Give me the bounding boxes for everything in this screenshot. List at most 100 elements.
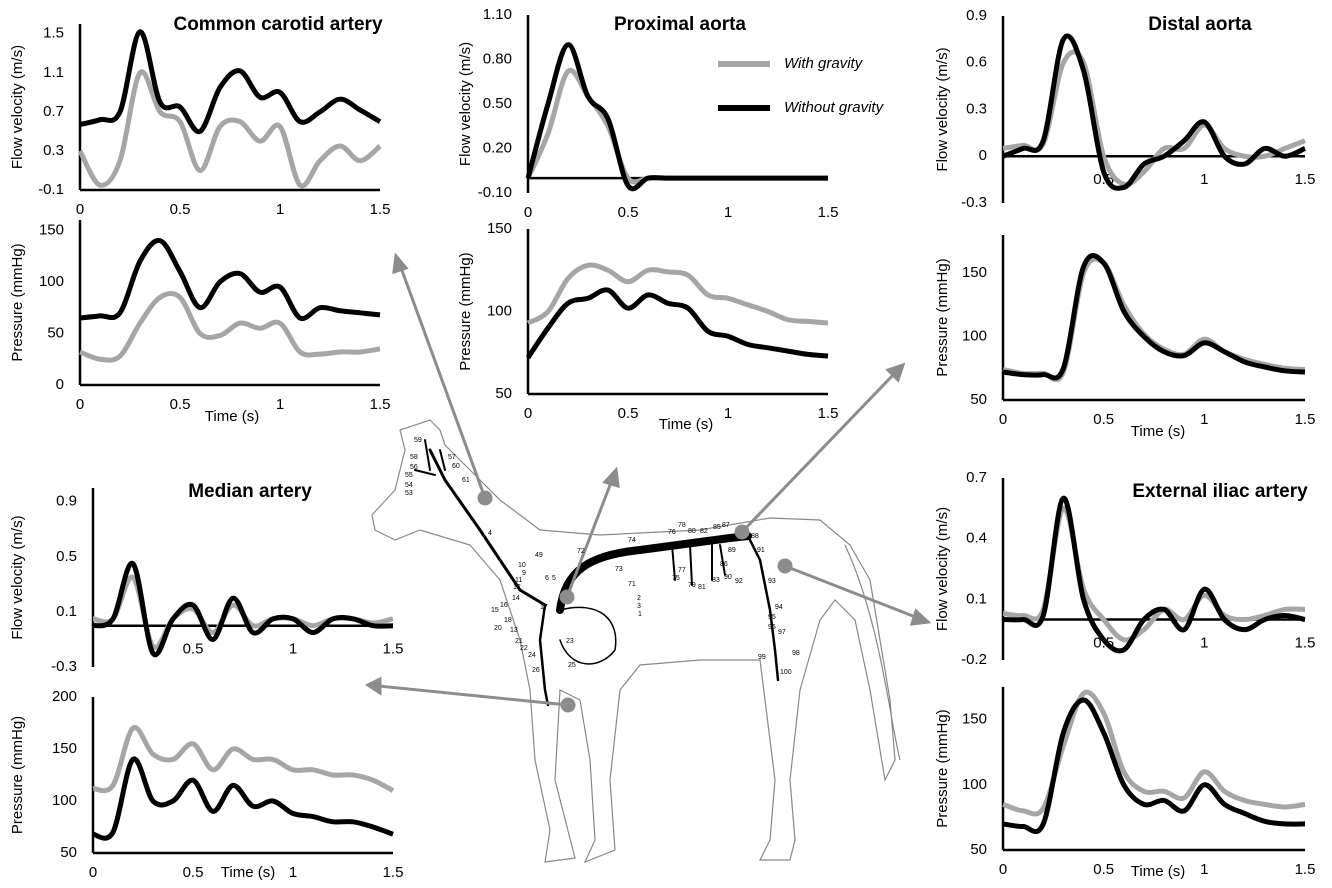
chart-panel: -0.3 0.1 0.5 0.9 0.5 1 1.5 Median artery Flow ve…	[9, 481, 403, 675]
y-tick-label: 50	[47, 324, 64, 341]
y-tick-label: 0	[979, 147, 987, 164]
series-line	[79, 238, 381, 321]
y-tick-label: -0.3	[51, 658, 77, 675]
x-tick-label: 1	[724, 405, 732, 422]
x-tick-label: 0.5	[170, 201, 191, 218]
vessel-number: 96	[768, 624, 776, 631]
y-tick-label: 150	[962, 264, 987, 281]
x-axis-label: Time (s)	[221, 864, 275, 881]
arrowhead	[365, 676, 382, 696]
vessel-number: 74	[628, 537, 636, 544]
vessel-number: 91	[757, 547, 765, 554]
y-tick-label: 150	[962, 711, 987, 728]
horse-outline	[371, 419, 896, 864]
vessel-number: 89	[728, 547, 736, 554]
y-tick-label: 0.4	[966, 530, 987, 547]
y-tick-label: -0.3	[961, 194, 987, 211]
series-line	[1002, 495, 1306, 654]
vessel-number: 10	[518, 562, 526, 569]
x-tick-label: 1.5	[818, 405, 839, 422]
x-tick-label: 0.5	[618, 405, 639, 422]
x-tick-label: 0.5	[170, 396, 191, 413]
chart-title: Proximal aorta	[614, 14, 746, 35]
series-line	[1002, 256, 1306, 383]
x-axis-label: Time (s)	[1131, 423, 1185, 440]
x-tick-label: 0.5	[1093, 861, 1114, 878]
y-tick-label: 0.3	[966, 100, 987, 117]
y-tick-label: 50	[970, 391, 987, 408]
series-line	[92, 756, 394, 841]
x-tick-label: 0	[524, 405, 532, 422]
vessel-number: 73	[615, 566, 623, 573]
x-axis-label: Time (s)	[205, 408, 259, 425]
vessel-number: 13	[510, 627, 518, 634]
chart-title: External iliac artery	[1132, 481, 1308, 502]
y-tick-label: 0.7	[966, 469, 987, 486]
vessel-number: 6	[545, 575, 549, 582]
median-vessel	[538, 603, 550, 707]
vessel-number: 17	[540, 604, 548, 611]
vessel-number: 87	[722, 522, 730, 529]
vessel-number: 23	[566, 638, 574, 645]
series-line	[79, 29, 382, 134]
vessel-number: 9	[522, 570, 526, 577]
x-tick-label: 1	[1200, 635, 1208, 652]
y-tick-label: 50	[495, 385, 512, 402]
y-tick-label: 1.1	[43, 64, 64, 81]
x-tick-label: 1	[724, 204, 732, 221]
vessel-number: 58	[410, 454, 418, 461]
arrow	[565, 479, 614, 598]
chart-panel: 50 100 150 0 0.5 1 1.5 Pressure (mmHg) Time (s)	[457, 220, 838, 433]
vessel-number: 95	[768, 614, 776, 621]
x-axis-label: Time (s)	[659, 416, 713, 433]
y-tick-label: 150	[52, 740, 77, 757]
vessel-number: 59	[414, 437, 422, 444]
y-tick-label: -0.1	[38, 181, 64, 198]
y-tick-label: 0.6	[966, 54, 987, 71]
head-vessels	[414, 439, 446, 476]
vessel-number: 49	[535, 552, 543, 559]
x-tick-label: 1	[289, 641, 297, 658]
series-line	[77, 69, 382, 189]
vessel-number: 18	[504, 617, 512, 624]
series-line	[525, 67, 828, 185]
y-tick-label: 0.9	[966, 7, 987, 24]
y-axis-label: Pressure (mmHg)	[9, 716, 26, 834]
x-tick-label: 0.5	[183, 641, 204, 658]
y-tick-label: 0.7	[43, 103, 64, 120]
x-tick-label: 1.5	[1295, 171, 1316, 188]
x-tick-label: 1	[1200, 171, 1208, 188]
x-tick-label: 0	[76, 396, 84, 413]
vessel-number: 78	[678, 522, 686, 529]
x-tick-label: 0.5	[183, 864, 204, 881]
y-tick-label: 1.10	[483, 6, 512, 23]
x-tick-label: 1.5	[383, 641, 404, 658]
chart-panel: 0 50 100 150 0 0.5 1 1.5 Pressure (mmHg) Time (s)	[9, 220, 390, 425]
chart-title: Median artery	[188, 481, 312, 502]
y-tick-label: 100	[52, 792, 77, 809]
x-tick-label: 0.5	[1093, 411, 1114, 428]
arrow	[398, 264, 487, 499]
vessel-number: 26	[532, 667, 540, 674]
series-line	[525, 42, 828, 192]
series-line	[525, 287, 829, 360]
legend-label: With gravity	[784, 55, 864, 72]
carotid-vessel	[428, 448, 547, 607]
arrow-dot	[560, 697, 576, 713]
vessel-number: 3	[637, 603, 641, 610]
vessel-number: 86	[720, 561, 728, 568]
y-tick-label: 100	[962, 776, 987, 793]
series-line	[1002, 697, 1306, 835]
y-tick-label: -0.2	[961, 651, 987, 668]
x-tick-label: 0	[76, 201, 84, 218]
x-tick-label: 1	[289, 864, 297, 881]
vessel-number: 90	[724, 574, 732, 581]
arrow-dot	[559, 589, 575, 605]
vessel-number: 5	[552, 575, 556, 582]
vessel-number: 60	[452, 463, 460, 470]
arrow	[784, 564, 919, 620]
heart-vessels	[559, 606, 617, 665]
x-axis-label: Time (s)	[1131, 863, 1185, 880]
vessel-number: 88	[751, 533, 759, 540]
